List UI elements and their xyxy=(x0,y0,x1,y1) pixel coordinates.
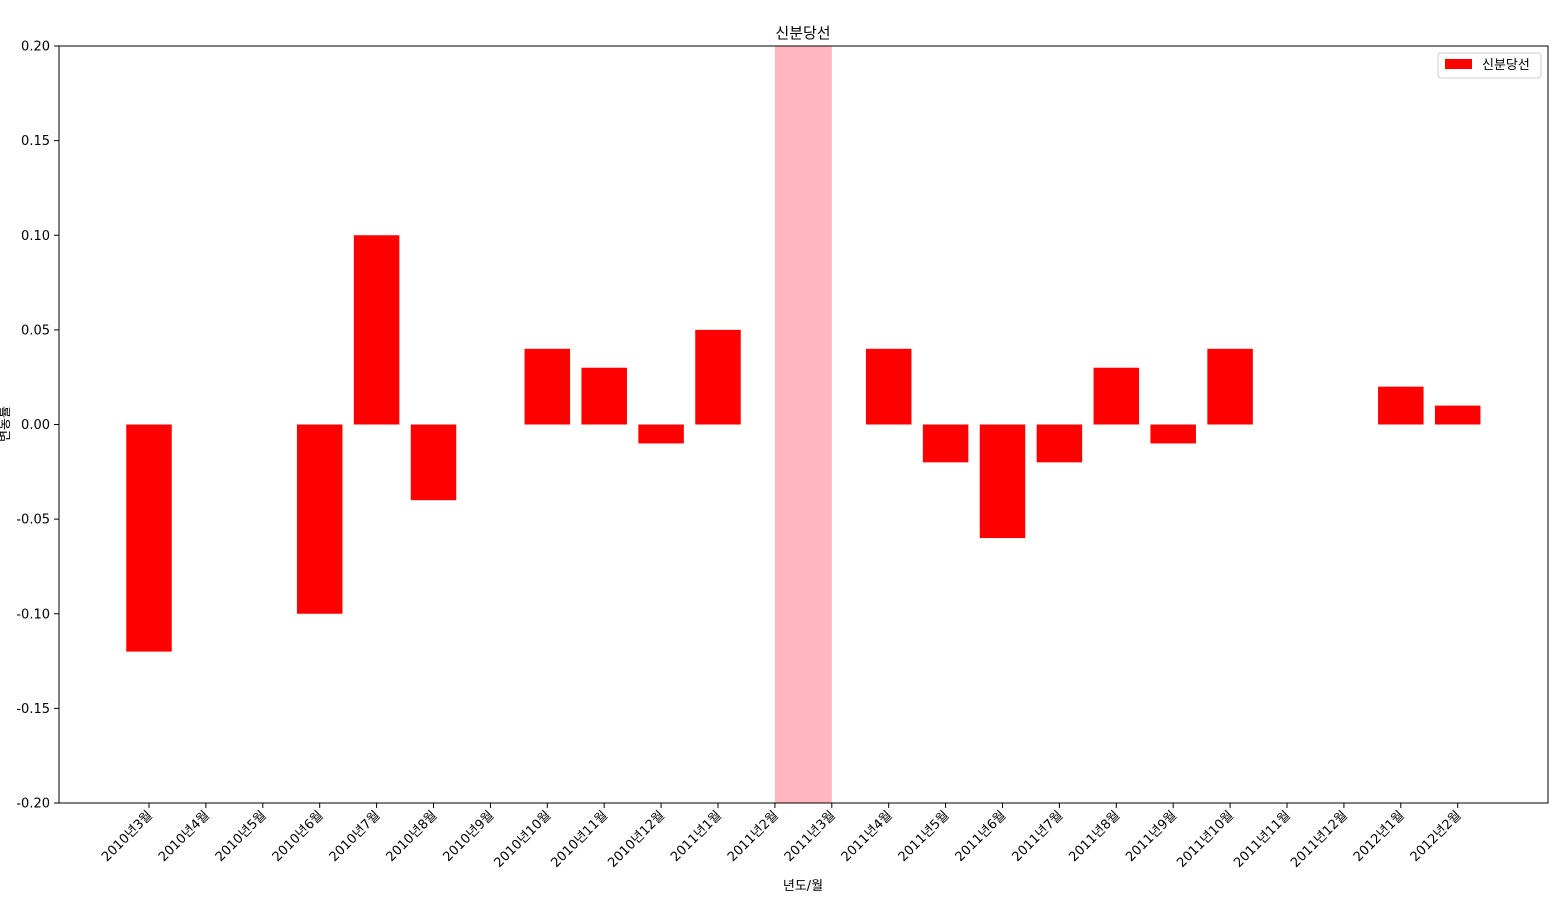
x-tick-label: 2010년5월 xyxy=(213,808,270,865)
x-tick-label: 2010년12월 xyxy=(605,808,668,871)
y-tick-label: -0.20 xyxy=(16,797,50,812)
y-tick-label: -0.15 xyxy=(16,702,50,717)
bar xyxy=(922,424,969,463)
x-tick-label: 2011년7월 xyxy=(1009,808,1066,865)
y-tick-label: 0.10 xyxy=(21,229,50,244)
x-tick-label: 2010년7월 xyxy=(327,808,384,865)
highlight-band-layer xyxy=(774,46,832,803)
bar xyxy=(695,329,741,425)
x-tick-label: 2011년8월 xyxy=(1066,808,1123,865)
x-tick-label: 2011년3월 xyxy=(782,808,839,865)
bar xyxy=(1036,424,1083,463)
highlight-band xyxy=(774,46,832,803)
x-tick-label: 2011년12월 xyxy=(1288,808,1351,871)
bars-layer xyxy=(126,235,1481,652)
bar xyxy=(296,424,343,614)
bar xyxy=(126,424,172,652)
x-tick-label: 2010년8월 xyxy=(384,808,441,865)
x-axis-label: 년도/월 xyxy=(783,879,823,894)
x-tick-label: 2010년10월 xyxy=(492,808,555,871)
x-tick-label: 2011년6월 xyxy=(953,808,1010,865)
bar xyxy=(638,424,684,444)
x-tick-label: 2010년9월 xyxy=(440,808,497,865)
bar xyxy=(1093,367,1140,425)
x-tick-label: 2011년10월 xyxy=(1174,808,1237,871)
y-axis-label: 변동률 xyxy=(0,406,13,442)
bar xyxy=(524,348,571,425)
x-tick-label: 2010년11월 xyxy=(548,808,611,871)
legend-label: 신분당선 xyxy=(1482,58,1530,73)
x-tick-label: 2010년6월 xyxy=(270,808,327,865)
x-tick-label: 2010년3월 xyxy=(99,808,156,865)
x-tick-label: 2011년11월 xyxy=(1231,808,1294,871)
y-tick-label: -0.10 xyxy=(16,607,50,622)
y-tick-label: 0.20 xyxy=(21,40,50,55)
x-tick-label: 2011년2월 xyxy=(725,808,782,865)
x-tick-label: 2010년4월 xyxy=(156,808,213,865)
y-tick-label: -0.05 xyxy=(16,513,50,528)
bar xyxy=(1378,386,1424,425)
bar xyxy=(865,348,912,425)
y-axis: -0.20 -0.15 -0.10 -0.05 0.00 0.05 0.10 0.15 0.20 xyxy=(16,40,59,812)
y-tick-label: 0.05 xyxy=(21,323,50,338)
bar xyxy=(1150,424,1196,444)
x-tick-label: 2011년5월 xyxy=(896,808,953,865)
y-tick-label: 0.00 xyxy=(21,418,50,433)
chart-title: 신분당선 xyxy=(775,24,830,42)
bar xyxy=(581,367,627,425)
x-tick-label: 2011년9월 xyxy=(1123,808,1180,865)
x-tick-label: 2012년1월 xyxy=(1351,808,1408,865)
y-tick-label: 0.15 xyxy=(21,134,50,149)
x-tick-label: 2011년1월 xyxy=(668,808,725,865)
bar xyxy=(410,424,457,501)
bar xyxy=(353,235,400,425)
x-tick-label: 2012년2월 xyxy=(1408,808,1465,865)
bar xyxy=(979,424,1026,539)
bar xyxy=(1207,348,1253,425)
x-axis: 2010년3월 2010년4월 2010년5월 2010년6월 2010년7월 2010년… xyxy=(99,803,1465,871)
legend: 신분당선 xyxy=(1437,52,1542,79)
bar xyxy=(1434,405,1481,425)
x-tick-label: 2011년4월 xyxy=(839,808,896,865)
legend-swatch xyxy=(1445,59,1472,69)
